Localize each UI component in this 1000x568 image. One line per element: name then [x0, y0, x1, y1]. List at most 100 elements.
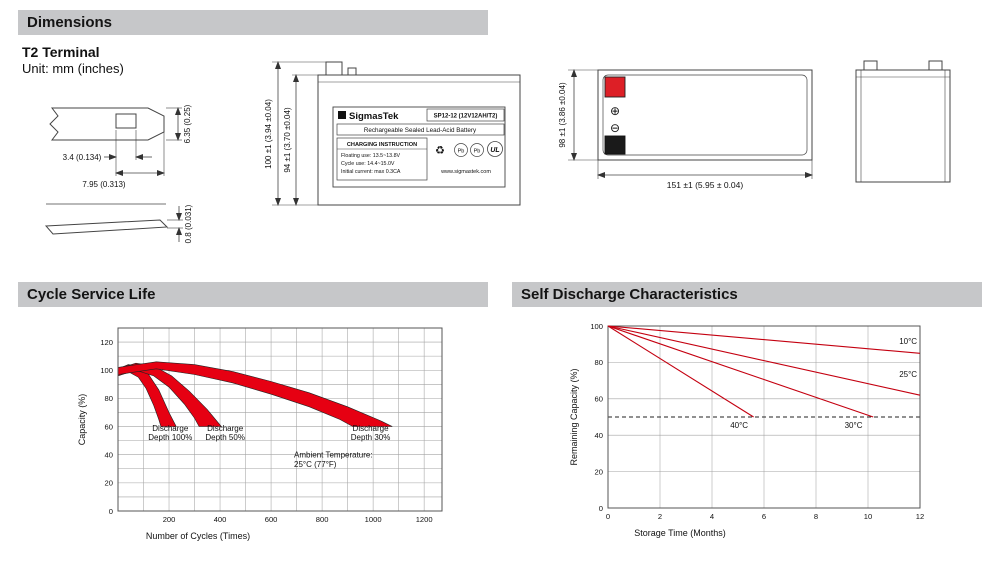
terminal-type-heading: T2 Terminal	[22, 44, 100, 60]
svg-text:Pb: Pb	[458, 149, 465, 155]
battery-type: Rechargeable Sealed Lead-Acid Battery	[364, 127, 477, 134]
y-tick-label: 20	[595, 467, 603, 476]
y-tick-label: 60	[595, 395, 603, 404]
battery-front-view: SigmasTek SP12-12 (12V12AH/T2) Rechargea…	[264, 61, 521, 206]
battery-label	[332, 106, 506, 188]
battery-side-view	[855, 60, 951, 183]
y-tick-label: 100	[100, 366, 113, 375]
dimensions-section-header: Dimensions	[18, 10, 488, 35]
chart-text: Discharge Depth 100% Discharge Depth 50% Dis…	[77, 338, 433, 541]
dimension-drawings: 6.35 (0.25) 3.4 (0.134) 7.95 (0.313) 0.8…	[44, 60, 951, 243]
terminal-profile-shape	[49, 107, 165, 141]
unit-note: Unit: mm (inches)	[22, 61, 124, 76]
dim-depth: 98 ±1 (3.86 ±0.04)	[558, 82, 567, 148]
discharge-bands	[117, 361, 393, 427]
top-view-inner	[602, 74, 808, 156]
charging-line-3: Initial current: max 0.3CA	[341, 169, 401, 175]
x-tick-label: 1000	[365, 515, 382, 524]
y-tick-label: 100	[590, 322, 603, 331]
band-discharge-depth-30	[117, 361, 393, 427]
ambient-temperature-annotation: Ambient Temperature: 25°C (77°F)	[294, 451, 373, 470]
y-axis-label: Capacity (%)	[77, 394, 87, 446]
x-tick-label: 2	[658, 512, 662, 521]
ul-mark-icon	[487, 141, 503, 157]
x-tick-label: 4	[710, 512, 714, 521]
dim-container-height: 94 ±1 (3.70 ±0.04)	[283, 107, 292, 173]
dim-terminal-slot-width: 3.4 (0.134)	[63, 153, 102, 162]
series-line-40°C	[607, 325, 754, 418]
dim-terminal-tab-width: 7.95 (0.313)	[82, 180, 125, 189]
pb-icon-2	[470, 143, 484, 157]
x-tick-label: 0	[606, 512, 610, 521]
band-label-discharge-depth-100: Discharge Depth 100%	[148, 424, 192, 442]
side-view-body	[855, 69, 951, 183]
x-tick-label: 8	[814, 512, 818, 521]
plot-border	[117, 327, 443, 512]
website-text: www.sigmastek.com	[440, 169, 491, 175]
plot-border	[607, 325, 921, 509]
dim-overall-height: 100 ±1 (3.94 ±0.04)	[264, 99, 273, 169]
side-terminal-right	[928, 60, 943, 71]
x-tick-label: 6	[762, 512, 766, 521]
brand-name: SigmasTek	[349, 111, 399, 122]
dim-terminal-thickness: 0.8 (0.031)	[184, 204, 193, 243]
band-label-discharge-depth-50: Discharge Depth 50%	[205, 424, 245, 442]
side-terminal-left	[863, 60, 878, 71]
x-tick-label: 800	[316, 515, 329, 524]
dim-length: 151 ±1 (5.95 ± 0.04)	[667, 180, 744, 190]
y-tick-label: 20	[105, 479, 113, 488]
y-axis-label: Remaining Capacity (%)	[569, 368, 579, 465]
dim-terminal-height: 6.35 (0.25)	[183, 104, 192, 143]
y-tick-label: 80	[595, 358, 603, 367]
series-label-40°C: 40°C	[730, 421, 748, 430]
y-tick-label: 0	[599, 504, 603, 513]
charging-instruction-title: CHARGING INSTRUCTION	[347, 142, 417, 148]
pb-icon	[454, 143, 468, 157]
terminal-tab-small	[347, 67, 357, 76]
plus-symbol: ⊕	[610, 104, 620, 118]
charging-line-1: Floating use: 13.5~13.8V	[341, 153, 401, 159]
y-tick-label: 80	[105, 394, 113, 403]
x-tick-label: 600	[265, 515, 278, 524]
x-axis-label: Number of Cycles (Times)	[146, 531, 250, 541]
series-label-10°C: 10°C	[899, 337, 917, 346]
series-lines	[607, 325, 921, 418]
grid	[608, 326, 920, 508]
x-axis-label: Storage Time (Months)	[634, 528, 726, 538]
self-discharge-chart: 10°C 25°C 30°C 40°C 0 20 40 60 80 100 0 2 4 6 8 10 12 Sto…	[569, 322, 924, 538]
svg-text:Pb: Pb	[474, 149, 481, 155]
series-label-25°C: 25°C	[899, 370, 917, 379]
battery-top-view: ⊕ ⊖ 98 ±1 (3.86 ±0.04) 151 ±1 (5.95 ± 0.…	[558, 69, 813, 190]
x-tick-label: 10	[864, 512, 872, 521]
y-tick-label: 0	[109, 507, 113, 516]
model-number: SP12-12 (12V12AH/T2)	[434, 114, 498, 120]
y-tick-label: 60	[105, 422, 113, 431]
self-discharge-section-header: Self Discharge Characteristics	[512, 282, 982, 307]
series-label-30°C: 30°C	[845, 421, 863, 430]
positive-terminal	[604, 76, 626, 98]
y-tick-label: 40	[105, 450, 113, 459]
terminal-detail-drawing: 6.35 (0.25) 3.4 (0.134) 7.95 (0.313) 0.8…	[44, 104, 193, 243]
recycle-icon: ♻	[435, 145, 445, 157]
y-tick-label: 120	[100, 338, 113, 347]
terminal-edge-shape	[44, 219, 169, 235]
terminal-dimple	[115, 113, 137, 129]
x-tick-label: 12	[916, 512, 924, 521]
top-view-outline	[597, 69, 813, 161]
band-label-discharge-depth-30: Discharge Depth 30%	[351, 424, 391, 442]
cycle-service-life-chart: Discharge Depth 100% Discharge Depth 50% Dis…	[77, 327, 443, 541]
svg-text:UL: UL	[490, 147, 499, 154]
series-line-10°C	[607, 325, 921, 354]
cycle-service-life-section-header: Cycle Service Life	[18, 282, 488, 307]
terminal-tab	[325, 61, 343, 76]
x-tick-label: 200	[163, 515, 176, 524]
series-line-30°C	[607, 325, 874, 418]
y-tick-label: 40	[595, 431, 603, 440]
brand-logo-icon	[338, 111, 346, 119]
x-tick-label: 1200	[416, 515, 433, 524]
self-discharge-title: Self Discharge Characteristics	[521, 286, 738, 303]
x-tick-label: 400	[214, 515, 227, 524]
cycle-service-life-title: Cycle Service Life	[27, 286, 156, 303]
series-line-25°C	[607, 325, 921, 396]
